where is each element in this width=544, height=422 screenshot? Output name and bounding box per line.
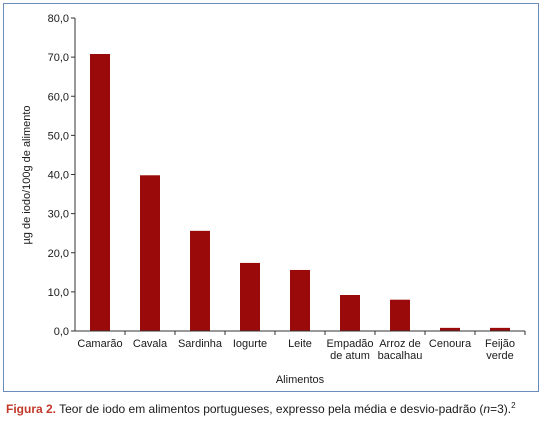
caption-text-end: =3).: [490, 402, 512, 416]
x-tick-label: Sardinha: [178, 338, 223, 350]
caption-n: n: [483, 402, 491, 416]
y-tick-label: 20,0: [48, 248, 69, 260]
y-tick-label: 10,0: [48, 287, 69, 299]
y-tick-label: 30,0: [48, 209, 69, 221]
x-axis-ticks: Camarão Cavala Sardinha Iogurte Leite Empadão…: [77, 331, 526, 362]
x-tick-label: Camarão: [77, 338, 122, 350]
bar-chart: 0,0 10,0 20,0 30,0 40,0 50,0 60,0 70,0 80,0 Cama…: [21, 13, 526, 386]
x-tick-label: Arroz de bacalhau: [378, 338, 423, 362]
x-tick-label: Cavala: [133, 338, 168, 350]
caption-text: Teor de iodo em alimentos portugueses, e…: [56, 402, 484, 416]
x-tick-label: Feijão verde: [485, 338, 515, 362]
caption-label: Figura 2.: [6, 402, 57, 416]
bar: [440, 327, 460, 331]
y-tick-label: 40,0: [48, 170, 69, 182]
y-tick-label: 50,0: [48, 130, 69, 142]
y-axis-ticks: 0,0 10,0 20,0 30,0 40,0 50,0 60,0 70,0 80,0: [48, 13, 75, 338]
y-tick-label: 80,0: [48, 13, 69, 25]
bar: [490, 327, 510, 331]
x-tick-label: Cenoura: [429, 338, 472, 350]
bar: [190, 230, 210, 331]
y-axis-title: µg de iodo/100g de alimento: [21, 105, 33, 244]
y-tick-label: 0,0: [54, 326, 69, 338]
x-tick-label: Empadão de atum: [326, 338, 373, 362]
bar: [390, 299, 410, 331]
caption-ref: 2: [511, 401, 516, 410]
x-tick-label: Leite: [288, 338, 312, 350]
bar: [90, 53, 110, 332]
bar: [140, 175, 160, 331]
x-axis-title: Alimentos: [276, 374, 325, 386]
figure-caption: Figura 2. Teor de iodo em alimentos port…: [6, 398, 538, 417]
bar: [290, 269, 310, 331]
y-tick-label: 60,0: [48, 91, 69, 103]
bar: [340, 295, 360, 331]
y-tick-label: 70,0: [48, 52, 69, 64]
bar: [240, 262, 260, 331]
bars: [90, 53, 510, 332]
x-tick-label: Iogurte: [233, 338, 267, 350]
